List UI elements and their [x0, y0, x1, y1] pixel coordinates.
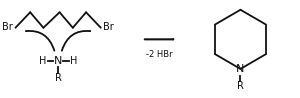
FancyArrowPatch shape [62, 31, 90, 51]
FancyArrowPatch shape [26, 31, 54, 51]
Text: R: R [237, 81, 244, 91]
Text: Br: Br [2, 22, 13, 32]
Text: R: R [55, 73, 62, 83]
Text: Br: Br [103, 22, 114, 32]
Text: H: H [70, 56, 77, 66]
Text: N: N [236, 64, 245, 74]
Text: H: H [39, 56, 46, 66]
Text: N: N [54, 56, 62, 66]
Text: -2 HBr: -2 HBr [146, 50, 173, 59]
